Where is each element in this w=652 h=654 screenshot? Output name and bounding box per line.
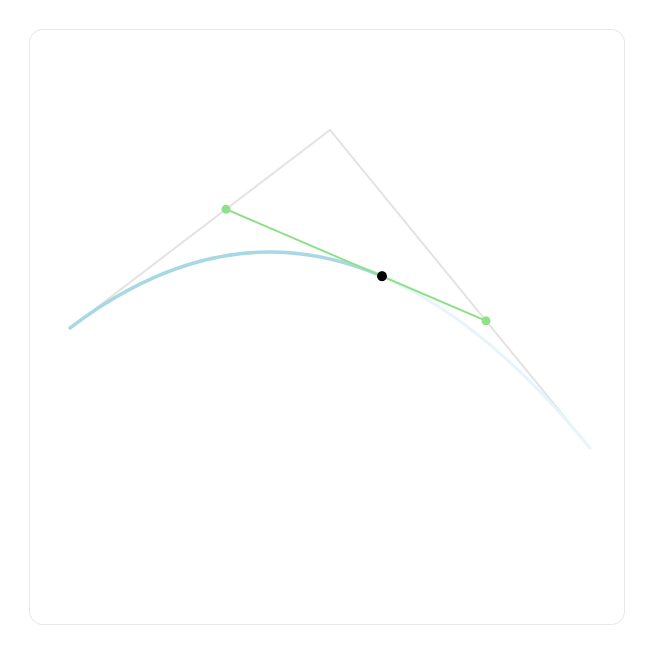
interpolation-point-b[interactable]: [481, 316, 491, 326]
curve-remaining: [380, 274, 592, 450]
interpolation-point-a[interactable]: [221, 204, 231, 214]
curve-drawn: [68, 250, 384, 330]
curve-point[interactable]: [377, 271, 387, 282]
canvas-frame: [29, 29, 625, 625]
control-polygon: [69, 129, 591, 449]
interpolation-line: [225, 208, 487, 322]
